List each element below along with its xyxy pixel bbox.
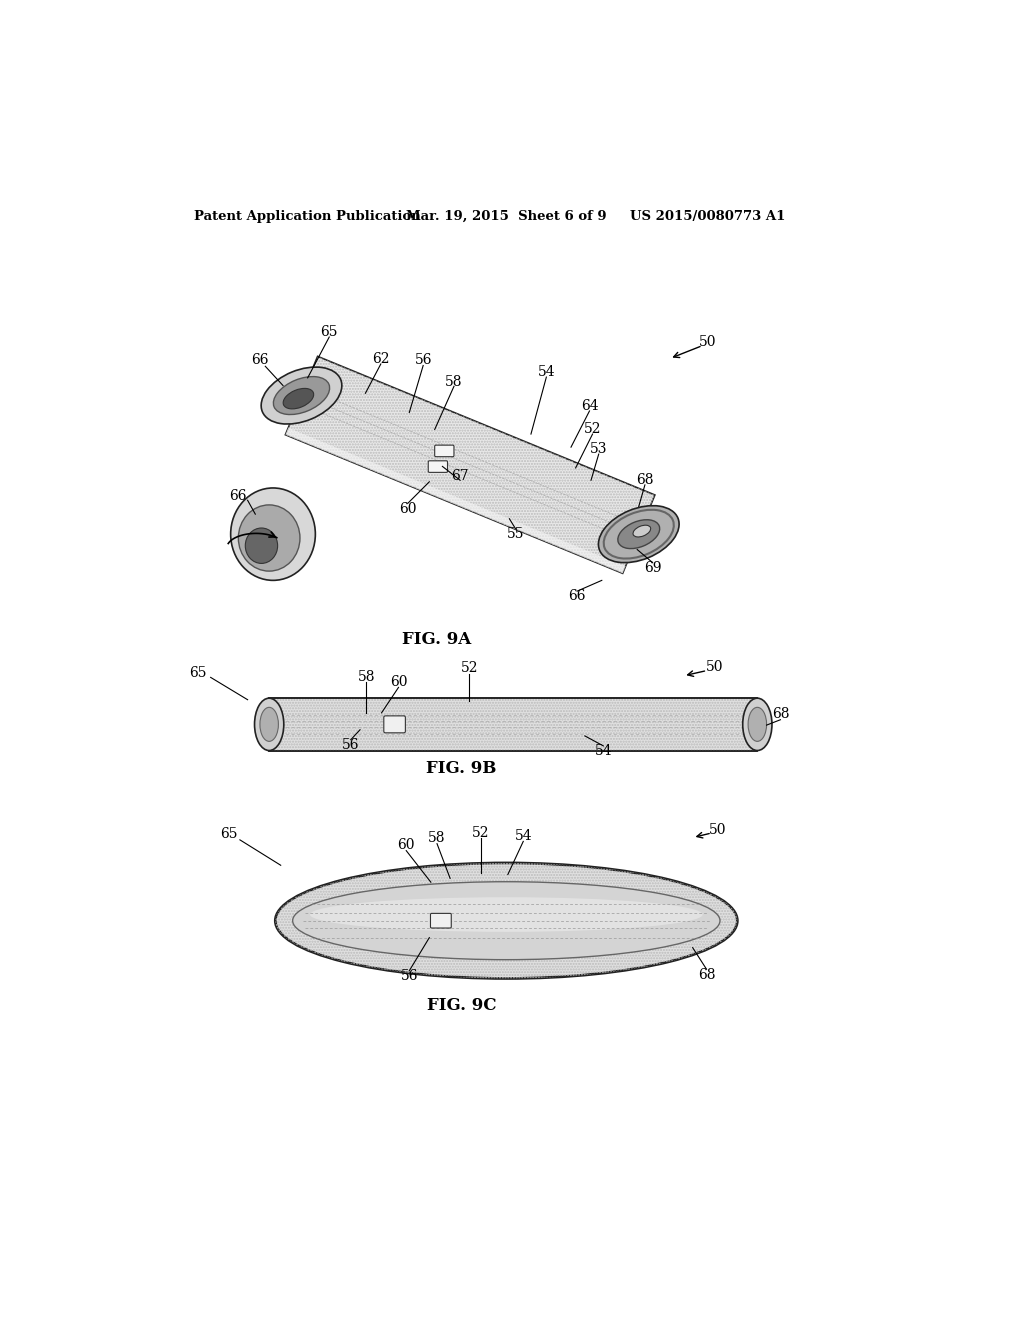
Ellipse shape (617, 520, 659, 549)
Polygon shape (286, 428, 626, 573)
Text: 62: 62 (372, 351, 389, 366)
Text: 66: 66 (568, 589, 586, 603)
Text: 53: 53 (590, 442, 607, 457)
Text: 50: 50 (709, 822, 726, 837)
Text: 60: 60 (397, 838, 415, 853)
Text: 68: 68 (772, 708, 790, 721)
Ellipse shape (246, 528, 278, 564)
Text: 52: 52 (584, 422, 601, 437)
Text: 67: 67 (452, 469, 469, 483)
Text: Patent Application Publication: Patent Application Publication (194, 210, 421, 223)
Text: 65: 65 (220, 828, 238, 841)
Text: 64: 64 (581, 400, 598, 413)
Text: 52: 52 (472, 826, 489, 840)
Text: US 2015/0080773 A1: US 2015/0080773 A1 (630, 210, 784, 223)
Text: 56: 56 (415, 354, 432, 367)
Ellipse shape (293, 882, 720, 960)
Text: 54: 54 (514, 829, 532, 843)
Text: Mar. 19, 2015  Sheet 6 of 9: Mar. 19, 2015 Sheet 6 of 9 (407, 210, 607, 223)
Text: 56: 56 (400, 969, 418, 983)
Text: 58: 58 (445, 375, 463, 388)
Ellipse shape (749, 708, 767, 742)
Ellipse shape (239, 504, 300, 572)
Text: 65: 65 (321, 325, 338, 339)
Ellipse shape (273, 376, 330, 414)
Ellipse shape (310, 898, 702, 932)
Text: 60: 60 (399, 502, 417, 516)
FancyBboxPatch shape (269, 698, 758, 751)
Text: 66: 66 (251, 354, 268, 367)
Text: 69: 69 (644, 561, 662, 576)
Text: 55: 55 (507, 527, 524, 541)
Text: FIG. 9B: FIG. 9B (426, 760, 497, 776)
FancyBboxPatch shape (384, 715, 406, 733)
Text: 54: 54 (595, 744, 612, 758)
Text: FIG. 9C: FIG. 9C (427, 997, 497, 1014)
Ellipse shape (260, 708, 279, 742)
Ellipse shape (275, 863, 737, 978)
Text: 50: 50 (699, 335, 717, 348)
Text: 58: 58 (428, 832, 445, 845)
Ellipse shape (255, 698, 284, 751)
FancyBboxPatch shape (435, 445, 454, 457)
FancyBboxPatch shape (428, 461, 447, 473)
Text: 66: 66 (229, 488, 247, 503)
Text: 65: 65 (189, 665, 207, 680)
Text: 50: 50 (706, 660, 723, 673)
Text: 54: 54 (538, 366, 555, 379)
Ellipse shape (598, 506, 679, 562)
Ellipse shape (633, 525, 650, 537)
Text: 68: 68 (636, 474, 653, 487)
Text: 52: 52 (461, 661, 478, 675)
Ellipse shape (742, 698, 772, 751)
Polygon shape (286, 356, 655, 573)
Ellipse shape (284, 388, 313, 409)
Text: 68: 68 (697, 968, 716, 982)
Text: 58: 58 (357, 671, 375, 684)
Text: 56: 56 (342, 738, 359, 752)
Text: FIG. 9A: FIG. 9A (402, 631, 472, 648)
Ellipse shape (261, 367, 342, 424)
Ellipse shape (230, 488, 315, 581)
Text: 60: 60 (390, 675, 408, 689)
FancyBboxPatch shape (430, 913, 452, 928)
